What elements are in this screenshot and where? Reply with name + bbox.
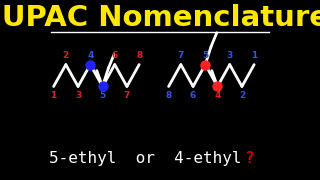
Text: 1: 1	[51, 91, 57, 100]
Text: ?: ?	[244, 151, 254, 166]
Text: 5-ethyl  or  4-ethyl: 5-ethyl or 4-ethyl	[49, 151, 242, 166]
Text: 8: 8	[136, 51, 142, 60]
Text: 7: 7	[178, 51, 184, 60]
Text: 8: 8	[165, 91, 172, 100]
Text: 1: 1	[251, 51, 257, 60]
Text: 6: 6	[112, 51, 118, 60]
Text: 3: 3	[227, 51, 233, 60]
Text: 5: 5	[202, 51, 208, 60]
Text: 6: 6	[190, 91, 196, 100]
Text: 4: 4	[87, 51, 93, 60]
Text: IUPAC Nomenclature: IUPAC Nomenclature	[0, 4, 320, 32]
Text: 5: 5	[100, 91, 106, 100]
Text: 4: 4	[214, 91, 221, 100]
Text: 2: 2	[239, 91, 245, 100]
Text: 3: 3	[75, 91, 81, 100]
Text: 2: 2	[63, 51, 69, 60]
Text: 7: 7	[124, 91, 130, 100]
